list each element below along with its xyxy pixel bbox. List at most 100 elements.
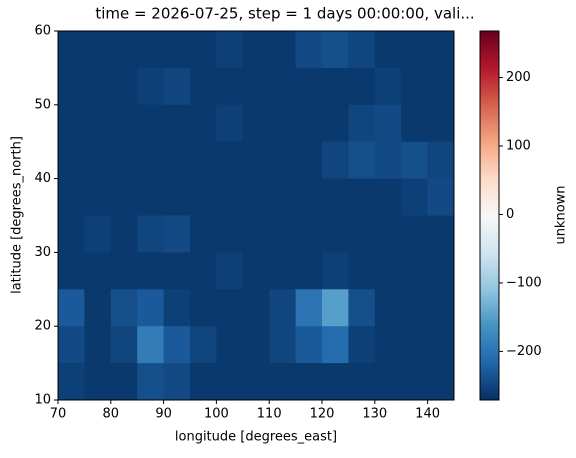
heatmap-cell bbox=[348, 104, 376, 143]
x-tick-label: 70 bbox=[50, 407, 67, 422]
heatmap-cell bbox=[58, 31, 85, 69]
heatmap-cell bbox=[427, 104, 455, 143]
heatmap-cell bbox=[110, 289, 138, 327]
heatmap-cell bbox=[84, 67, 112, 106]
heatmap-cell bbox=[269, 141, 297, 180]
heatmap-cell bbox=[322, 252, 349, 290]
heatmap-cell bbox=[374, 31, 402, 69]
heatmap-cell bbox=[163, 326, 191, 364]
heatmap-cell bbox=[216, 363, 244, 401]
heatmap-cell bbox=[269, 178, 297, 216]
y-axis-label: latitude [degrees_north] bbox=[10, 136, 25, 294]
heatmap-cell bbox=[269, 104, 297, 143]
heatmap-cell bbox=[58, 141, 85, 180]
heatmap-cell bbox=[348, 67, 376, 106]
heatmap-cell bbox=[58, 178, 85, 216]
heatmap-cell bbox=[84, 289, 112, 327]
colorbar-label: unknown bbox=[554, 185, 569, 244]
heatmap-cell bbox=[190, 252, 217, 290]
y-tick-label: 30 bbox=[34, 245, 51, 260]
heatmap-cell bbox=[269, 363, 297, 401]
heatmap-cell bbox=[84, 363, 112, 401]
heatmap-cell bbox=[84, 215, 112, 253]
heatmap-cell bbox=[322, 326, 349, 364]
heatmap-cell bbox=[163, 141, 191, 180]
colorbar-tick-label: 100 bbox=[506, 139, 531, 154]
heatmap-cell bbox=[427, 326, 455, 364]
heatmap-cell bbox=[348, 252, 376, 290]
heatmap-cell bbox=[137, 326, 165, 364]
heatmap-cell bbox=[295, 104, 323, 143]
heatmap-cell bbox=[58, 363, 85, 401]
heatmap-cell bbox=[58, 326, 85, 364]
heatmap-cell bbox=[163, 31, 191, 69]
heatmap-cell bbox=[110, 215, 138, 253]
heatmap-cell bbox=[110, 363, 138, 401]
heatmap-cell bbox=[242, 252, 270, 290]
heatmap-cell bbox=[110, 67, 138, 106]
heatmap-cell bbox=[137, 104, 165, 143]
heatmap-cell bbox=[216, 289, 244, 327]
heatmap-cell bbox=[110, 141, 138, 180]
y-tick-label: 10 bbox=[34, 393, 51, 408]
heatmap-cell bbox=[322, 289, 349, 327]
heatmap-cell bbox=[295, 326, 323, 364]
heatmap-cell bbox=[322, 178, 349, 216]
heatmap-cell bbox=[190, 31, 217, 69]
heatmap-cell bbox=[427, 178, 455, 216]
heatmap-cell bbox=[295, 31, 323, 69]
heatmap-cell bbox=[401, 31, 429, 69]
heatmap-cell bbox=[216, 67, 244, 106]
heatmap-cell bbox=[84, 104, 112, 143]
heatmap-cell bbox=[427, 67, 455, 106]
heatmap-cell bbox=[242, 104, 270, 143]
heatmap-cell bbox=[216, 215, 244, 253]
heatmap-cell bbox=[401, 67, 429, 106]
heatmap-cell bbox=[137, 141, 165, 180]
heatmap-cell bbox=[295, 215, 323, 253]
heatmap-cell bbox=[58, 67, 85, 106]
y-tick-label: 60 bbox=[34, 24, 51, 39]
plot-frame bbox=[57, 30, 455, 401]
heatmap-cell bbox=[58, 104, 85, 143]
heatmap-cell bbox=[190, 289, 217, 327]
colorbar-tick-label: 200 bbox=[506, 70, 531, 85]
heatmap-cell bbox=[190, 215, 217, 253]
heatmap-cell bbox=[401, 178, 429, 216]
heatmap-cell bbox=[295, 141, 323, 180]
heatmap-cell bbox=[322, 215, 349, 253]
heatmap-cell bbox=[163, 104, 191, 143]
heatmap-cell bbox=[322, 104, 349, 143]
heatmap-cell bbox=[242, 289, 270, 327]
x-tick-label: 120 bbox=[310, 407, 335, 422]
heatmap-cell bbox=[110, 178, 138, 216]
heatmap-cell bbox=[427, 252, 455, 290]
heatmap-cell bbox=[190, 178, 217, 216]
y-tick-label: 40 bbox=[34, 171, 51, 186]
heatmap-cell bbox=[137, 363, 165, 401]
heatmap-cell bbox=[295, 178, 323, 216]
heatmap-cell bbox=[374, 178, 402, 216]
heatmap-cell bbox=[348, 141, 376, 180]
heatmap-cell bbox=[216, 178, 244, 216]
heatmap-cell bbox=[374, 363, 402, 401]
heatmap-cell bbox=[374, 67, 402, 106]
heatmap-cell bbox=[269, 289, 297, 327]
heatmap-cell bbox=[58, 289, 85, 327]
heatmap-cell bbox=[348, 31, 376, 69]
heatmap-cell bbox=[58, 215, 85, 253]
heatmap-cell bbox=[84, 178, 112, 216]
heatmap-cell bbox=[84, 252, 112, 290]
heatmap-cell bbox=[295, 363, 323, 401]
heatmap-cell bbox=[216, 141, 244, 180]
heatmap-cell bbox=[137, 178, 165, 216]
x-tick-label: 80 bbox=[103, 407, 120, 422]
heatmap-cell bbox=[269, 215, 297, 253]
heatmap-cell bbox=[190, 104, 217, 143]
heatmap-cell bbox=[322, 67, 349, 106]
heatmap-cell bbox=[427, 289, 455, 327]
heatmap-cell bbox=[110, 104, 138, 143]
chart-title: time = 2026-07-25, step = 1 days 00:00:0… bbox=[95, 5, 474, 23]
heatmap-cell bbox=[163, 252, 191, 290]
heatmap-cell bbox=[322, 363, 349, 401]
